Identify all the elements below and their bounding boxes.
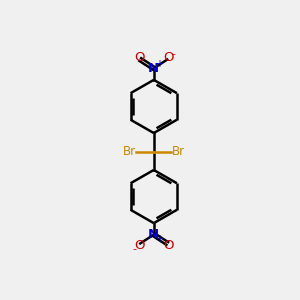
Text: N: N — [148, 62, 159, 75]
Text: N: N — [148, 228, 159, 241]
Text: -: - — [132, 244, 136, 254]
Text: +: + — [155, 234, 163, 244]
Text: Br: Br — [122, 145, 136, 158]
Text: O: O — [134, 239, 145, 252]
Text: O: O — [163, 239, 173, 252]
Text: +: + — [155, 59, 163, 69]
Text: Br: Br — [172, 145, 185, 158]
Text: O: O — [134, 51, 145, 64]
Text: -: - — [171, 49, 175, 59]
Text: O: O — [163, 51, 173, 64]
